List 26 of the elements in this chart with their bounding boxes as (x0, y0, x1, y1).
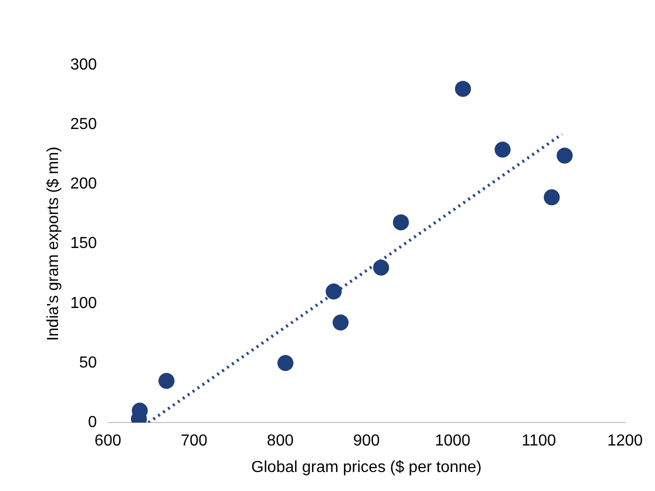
point (392, 214, 409, 230)
x-tick-label: 700 (180, 432, 208, 450)
point (373, 260, 390, 276)
point (332, 314, 349, 330)
y-tick-label: 150 (70, 235, 97, 252)
y-tick-label: 250 (70, 116, 97, 134)
point (454, 80, 471, 97)
y-tick-label: 300 (70, 56, 97, 74)
point (158, 372, 174, 389)
x-axis-title: Global gram prices ($ per tonne) (251, 458, 482, 476)
x-tick-label: 1100 (522, 432, 556, 450)
point (544, 189, 560, 206)
point (277, 355, 294, 371)
y-tick-label: 50 (79, 354, 97, 372)
x-tick-label: 1200 (607, 432, 643, 450)
point (556, 148, 573, 164)
y-axis-title: India's gram exports ($ mn) (45, 146, 62, 341)
x-tick-label: 600 (94, 432, 122, 450)
x-tick-label: 1000 (434, 432, 471, 450)
y-tick-label: 0 (88, 414, 97, 432)
point (494, 142, 511, 158)
x-tick-label: 900 (353, 432, 380, 450)
y-tick-label: 100 (70, 294, 97, 312)
point (326, 283, 342, 300)
x-tick-label: 800 (266, 432, 294, 450)
y-tick-label: 200 (70, 176, 97, 193)
